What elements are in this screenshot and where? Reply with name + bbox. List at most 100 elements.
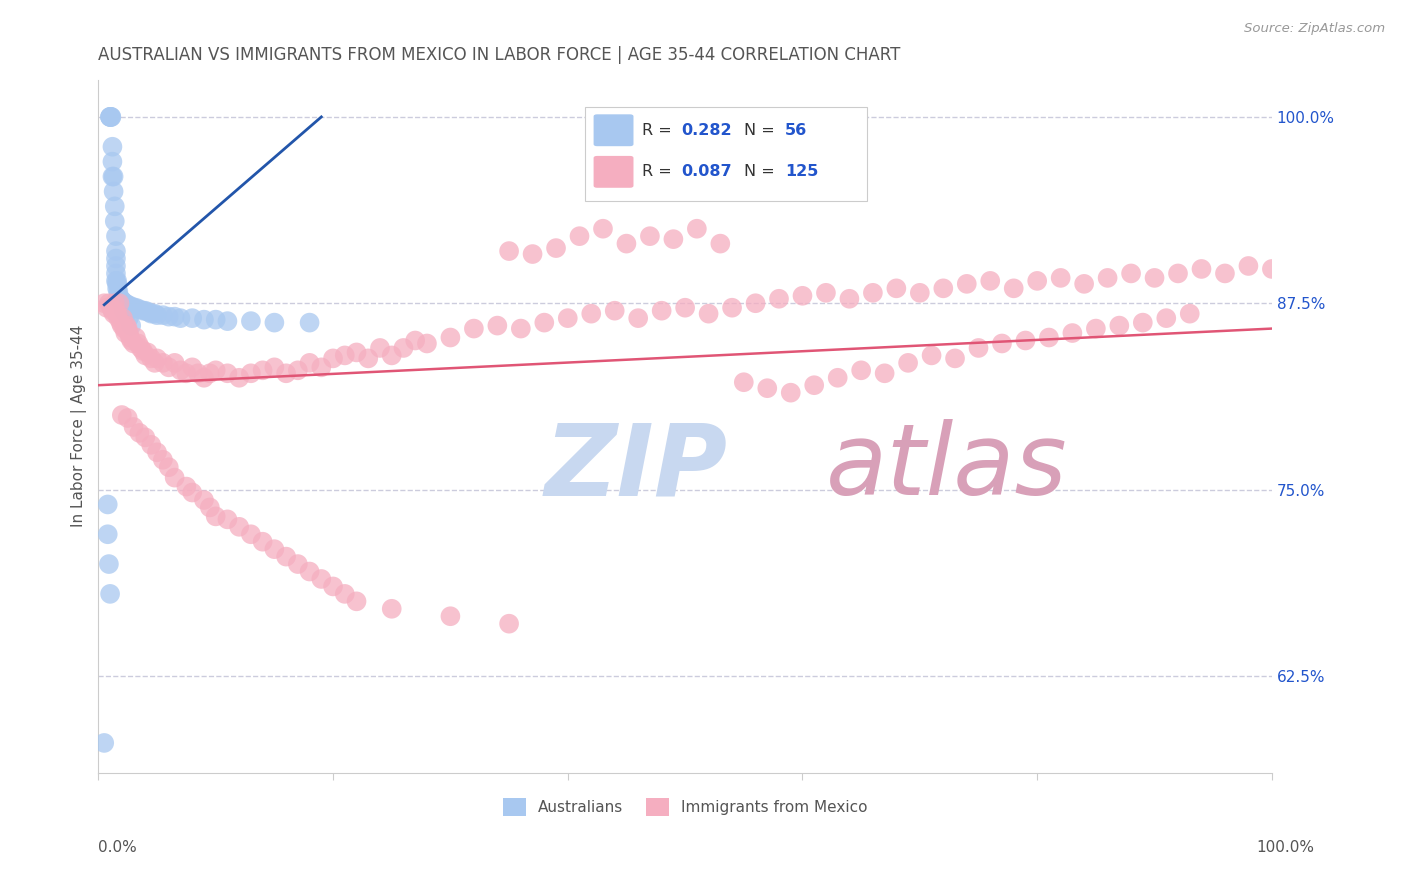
Text: N =: N = [744,164,775,179]
Point [115,307,138,321]
Point [298,316,321,330]
Point [146,351,169,366]
Point [1237,259,1260,273]
Point [263,542,285,557]
Text: Source: ZipAtlas.com: Source: ZipAtlas.com [1244,22,1385,36]
Point [662,232,685,246]
Point [1213,267,1236,281]
FancyBboxPatch shape [593,114,634,146]
Point [252,534,274,549]
Point [143,356,166,370]
Point [107,289,129,303]
Text: 0.282: 0.282 [682,123,733,137]
Point [97,557,120,571]
Point [104,267,127,281]
Point [104,296,127,310]
Point [169,311,191,326]
Point [105,277,128,291]
Point [118,299,141,313]
Point [104,259,127,273]
Point [134,348,156,362]
Point [1261,262,1284,277]
Point [1097,271,1119,285]
Point [111,318,134,333]
Point [873,366,896,380]
Point [756,381,779,395]
Point [132,303,155,318]
Point [217,366,239,380]
Point [298,565,321,579]
Text: AUSTRALIAN VS IMMIGRANTS FROM MEXICO IN LABOR FORCE | AGE 35-44 CORRELATION CHAR: AUSTRALIAN VS IMMIGRANTS FROM MEXICO IN … [98,46,901,64]
Point [141,351,163,366]
Point [298,356,321,370]
Point [862,285,884,300]
Point [392,341,415,355]
Point [118,330,141,344]
Point [117,321,139,335]
Point [263,316,285,330]
Point [1038,330,1060,344]
Point [97,498,120,512]
Point [181,360,204,375]
Point [1002,281,1025,295]
Point [101,169,124,184]
Point [111,408,134,422]
Point [104,214,127,228]
Point [104,244,127,258]
Point [98,587,121,601]
Point [522,247,544,261]
Point [1014,334,1036,348]
Point [463,321,485,335]
Point [956,277,979,291]
Point [849,363,872,377]
Point [128,425,150,440]
Point [1156,311,1178,326]
Point [111,293,134,308]
Point [108,292,131,306]
Point [118,311,141,326]
Point [141,438,163,452]
Point [287,363,309,377]
Point [827,370,849,384]
Point [627,311,650,326]
Point [908,285,931,300]
Legend: Australians, Immigrants from Mexico: Australians, Immigrants from Mexico [495,790,876,824]
Point [157,310,180,324]
Point [134,303,156,318]
Point [141,307,163,321]
Point [838,292,860,306]
Point [1167,267,1189,281]
Text: atlas: atlas [825,419,1067,516]
Point [368,341,391,355]
Point [204,363,226,377]
Point [98,110,121,124]
Point [967,341,990,355]
Point [181,311,204,326]
Point [498,616,520,631]
Point [592,221,614,235]
Point [1062,326,1084,340]
Point [100,110,122,124]
Point [274,549,297,564]
Point [568,229,591,244]
Point [108,296,131,310]
Point [198,366,221,380]
Point [163,470,186,484]
Point [651,303,673,318]
Point [176,479,198,493]
FancyBboxPatch shape [593,156,634,188]
Point [486,318,509,333]
Point [111,311,134,326]
Point [1073,277,1095,291]
Text: R =: R = [641,123,672,137]
Point [98,110,121,124]
Point [125,301,148,315]
Point [709,236,731,251]
Point [311,572,333,586]
Point [152,308,174,322]
Point [991,336,1014,351]
Point [117,298,139,312]
Text: 100.0%: 100.0% [1257,840,1315,855]
Point [103,169,125,184]
Point [322,579,344,593]
